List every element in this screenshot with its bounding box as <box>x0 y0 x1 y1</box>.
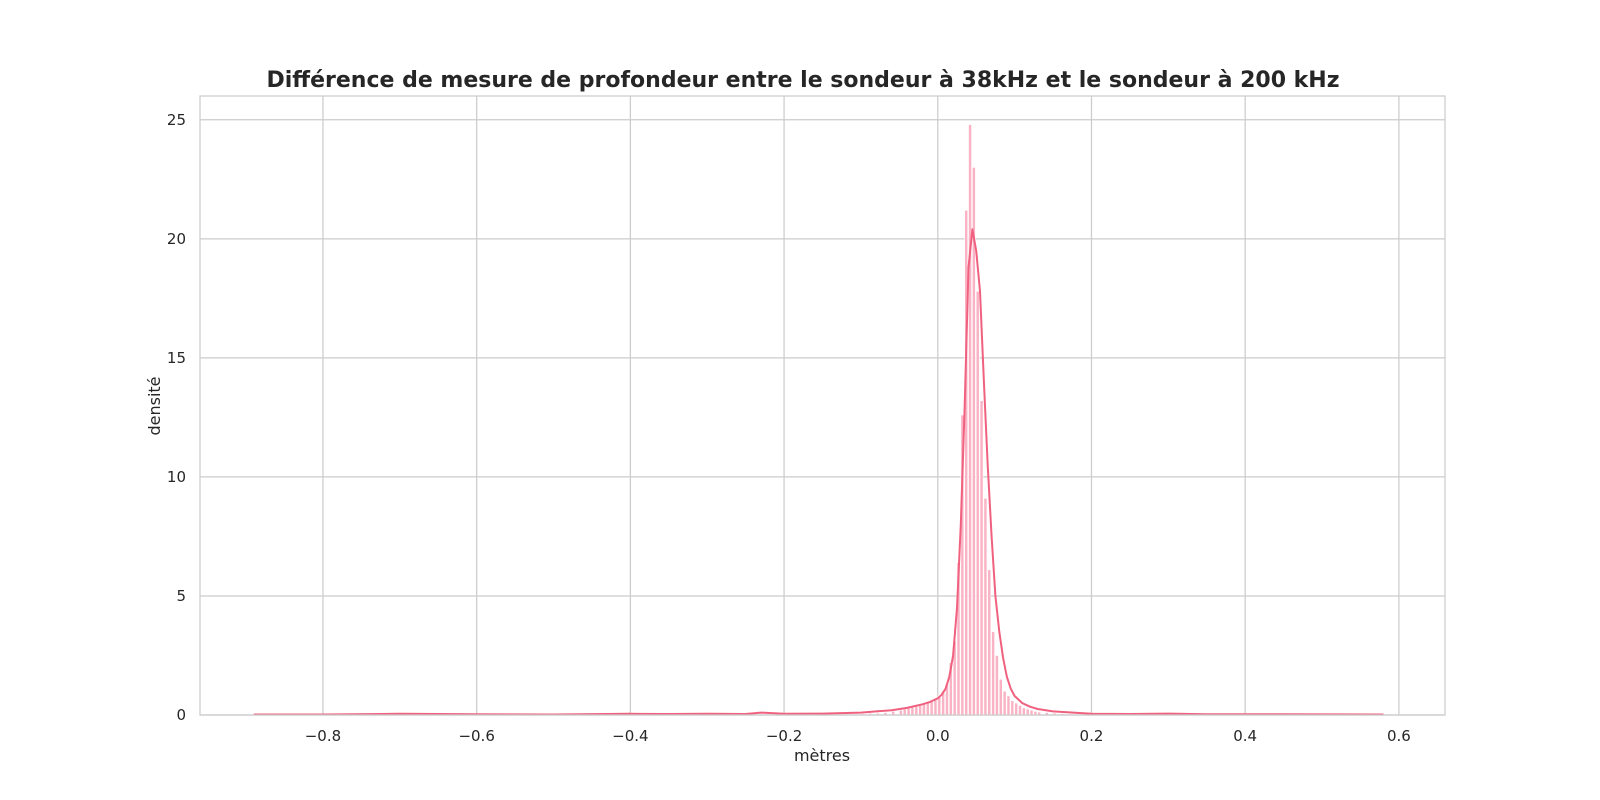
histogram-bar <box>972 167 976 716</box>
histogram-bar <box>899 709 903 716</box>
histogram-bar <box>975 290 980 716</box>
y-tick-labels: 0 5 10 15 20 25 <box>167 111 186 724</box>
x-tick-label: −0.2 <box>766 727 802 745</box>
histogram-bar <box>1006 695 1011 716</box>
histogram-bar <box>979 400 984 716</box>
x-tick-label: −0.6 <box>458 727 494 745</box>
histogram-bar <box>998 678 1003 716</box>
histogram-bar <box>1014 702 1018 716</box>
plot-frame <box>199 95 1446 716</box>
histogram-bar <box>968 124 972 716</box>
histogram-bar <box>1022 707 1026 716</box>
histogram-bar <box>1010 700 1015 716</box>
histogram-bar <box>910 706 915 716</box>
histogram-bar <box>902 708 907 716</box>
y-tick-label: 25 <box>167 111 186 129</box>
histogram-bar <box>983 498 988 716</box>
histogram-bar <box>991 631 995 716</box>
histogram-bar <box>1025 708 1030 716</box>
y-tick-label: 0 <box>176 706 186 724</box>
x-tick-labels: −0.8 −0.6 −0.4 −0.2 0.0 0.2 0.4 0.6 <box>305 727 1411 745</box>
histogram-bar <box>929 700 934 716</box>
y-tick-label: 20 <box>167 230 186 248</box>
histogram-bar <box>987 569 992 716</box>
histogram-bar <box>995 655 999 716</box>
histogram-bar <box>1002 690 1007 716</box>
y-tick-label: 15 <box>167 349 186 367</box>
y-axis-label: densité <box>145 376 164 435</box>
x-tick-label: 0.0 <box>926 727 950 745</box>
kde-line <box>253 228 1384 716</box>
x-axis-label: mètres <box>794 746 850 765</box>
x-tick-label: 0.6 <box>1387 727 1411 745</box>
chart-title: Différence de mesure de profondeur entre… <box>266 68 1339 93</box>
y-tick-label: 5 <box>176 587 186 605</box>
x-tick-label: 0.4 <box>1233 727 1257 745</box>
histogram-bar <box>1018 705 1022 716</box>
histogram-bar <box>1029 709 1034 716</box>
x-tick-label: −0.4 <box>612 727 648 745</box>
x-tick-label: 0.2 <box>1080 727 1104 745</box>
kde-curve <box>253 228 1384 716</box>
y-tick-label: 10 <box>167 468 186 486</box>
x-tick-label: −0.8 <box>305 727 341 745</box>
histogram-bar <box>906 707 911 716</box>
